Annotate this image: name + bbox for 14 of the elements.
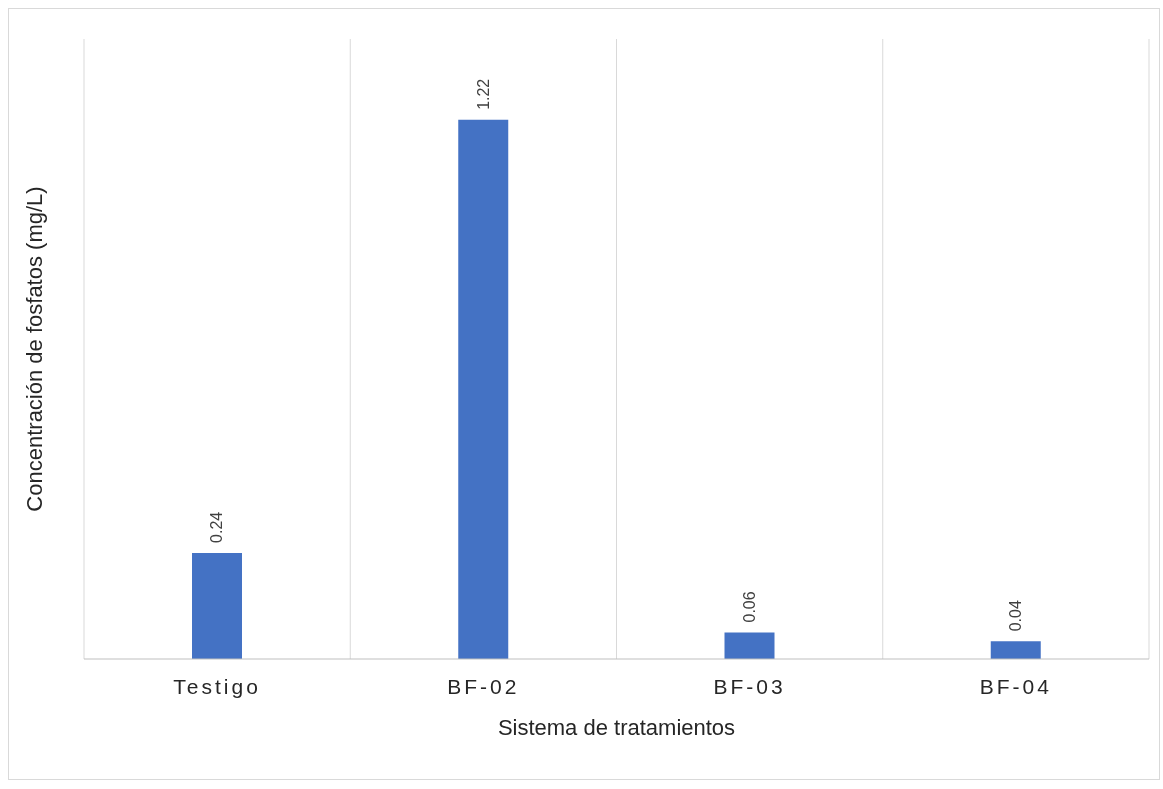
- bar: [724, 632, 775, 659]
- bar: [990, 641, 1041, 659]
- bar: [458, 119, 509, 659]
- data-label: 1.22: [474, 78, 492, 110]
- bar: [192, 552, 242, 659]
- x-tick-label: BF-04: [979, 674, 1052, 698]
- data-label: 0.06: [741, 591, 758, 623]
- x-tick-label: BF-02: [447, 674, 520, 698]
- data-label: 0.24: [208, 511, 226, 543]
- y-axis-title: Concentración de fosfatos (mg/L): [21, 186, 47, 512]
- x-tick-label: Testigo: [173, 674, 261, 698]
- x-tick-label: BF-03: [713, 674, 786, 698]
- x-axis-title: Sistema de tratamientos: [497, 715, 736, 740]
- data-label: 0.04: [1007, 600, 1025, 632]
